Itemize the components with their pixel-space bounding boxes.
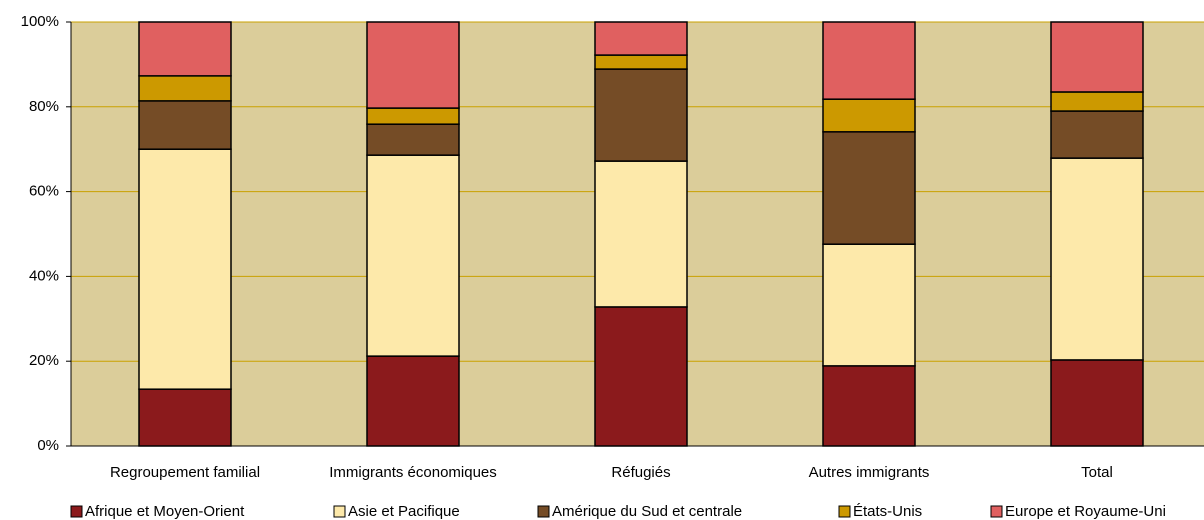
bar-segment: [822, 98, 916, 133]
legend-label: Europe et Royaume-Uni: [1005, 503, 1166, 520]
bar-segment: [366, 154, 460, 357]
legend-label: Afrique et Moyen-Orient: [85, 503, 245, 520]
bar-segment: [138, 100, 232, 150]
x-tick-label: Réfugiés: [611, 464, 670, 481]
legend-swatch: [333, 505, 346, 518]
bar-segment: [822, 243, 916, 367]
bar-segment: [366, 21, 460, 109]
x-tick-label: Total: [1081, 464, 1113, 481]
x-tick-label: Immigrants économiques: [329, 464, 497, 481]
bar-segment: [138, 388, 232, 447]
x-tick-label: Autres immigrants: [809, 464, 930, 481]
bar-segment: [594, 306, 688, 447]
bar-segment: [594, 160, 688, 308]
y-tick-label: 100%: [21, 13, 59, 30]
legend-swatch: [838, 505, 851, 518]
bar-segment: [138, 148, 232, 390]
bar-segment: [822, 21, 916, 100]
bar-segment: [1050, 21, 1144, 93]
bar-segment: [1050, 91, 1144, 112]
y-tick-label: 80%: [29, 98, 59, 115]
bar-segment: [138, 21, 232, 77]
y-tick-label: 20%: [29, 352, 59, 369]
bar-segment: [822, 365, 916, 447]
bar-segment: [1050, 110, 1144, 159]
bar-segment: [366, 123, 460, 156]
x-tick-label: Regroupement familial: [110, 464, 260, 481]
legend-swatch: [990, 505, 1003, 518]
legend-label: Amérique du Sud et centrale: [552, 503, 742, 520]
bar-segment: [1050, 157, 1144, 361]
bar-segment: [594, 68, 688, 162]
legend-label: Asie et Pacifique: [348, 503, 460, 520]
bar-segment: [594, 54, 688, 70]
legend-swatch: [70, 505, 83, 518]
bar-segment: [366, 107, 460, 125]
y-tick-label: 60%: [29, 183, 59, 200]
legend-swatch: [537, 505, 550, 518]
legend-label: États-Unis: [853, 503, 922, 520]
bar-segment: [822, 131, 916, 245]
bar-segment: [594, 21, 688, 56]
y-tick-label: 40%: [29, 267, 59, 284]
y-tick-label: 0%: [37, 437, 59, 454]
bar-segment: [138, 75, 232, 102]
bar-segment: [1050, 359, 1144, 447]
bar-segment: [366, 355, 460, 447]
